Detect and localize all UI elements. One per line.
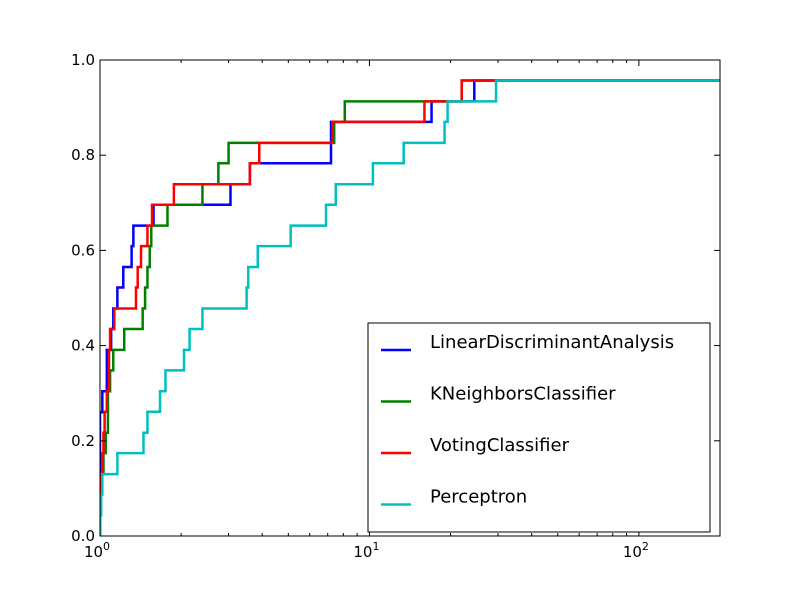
series-line-perceptron bbox=[100, 79, 720, 536]
y-tick-label: 0.4 bbox=[71, 337, 95, 355]
plot-frame bbox=[99, 59, 721, 537]
y-tick-label: 0.8 bbox=[71, 146, 95, 164]
x-tick-exponent: 1 bbox=[372, 540, 379, 553]
y-tick-label: 0.2 bbox=[71, 432, 95, 450]
x-tick-exponent: 2 bbox=[642, 540, 649, 553]
legend-label: KNeighborsClassifier bbox=[430, 384, 616, 405]
legend: LinearDiscriminantAnalysis KNeighborsClas… bbox=[367, 322, 711, 533]
legend-label: VotingClassifier bbox=[430, 435, 570, 456]
y-tick-label: 0.0 bbox=[71, 527, 95, 545]
x-tick-exponent: 0 bbox=[103, 540, 110, 553]
legend-label: Perceptron bbox=[430, 487, 527, 508]
legend-label: LinearDiscriminantAnalysis bbox=[430, 332, 674, 353]
series-layer bbox=[100, 79, 720, 536]
y-tick-label: 0.6 bbox=[71, 241, 95, 259]
series-line-voting-classifier bbox=[100, 79, 720, 536]
y-tick-label: 1.0 bbox=[71, 51, 95, 69]
legend-box bbox=[367, 322, 711, 533]
